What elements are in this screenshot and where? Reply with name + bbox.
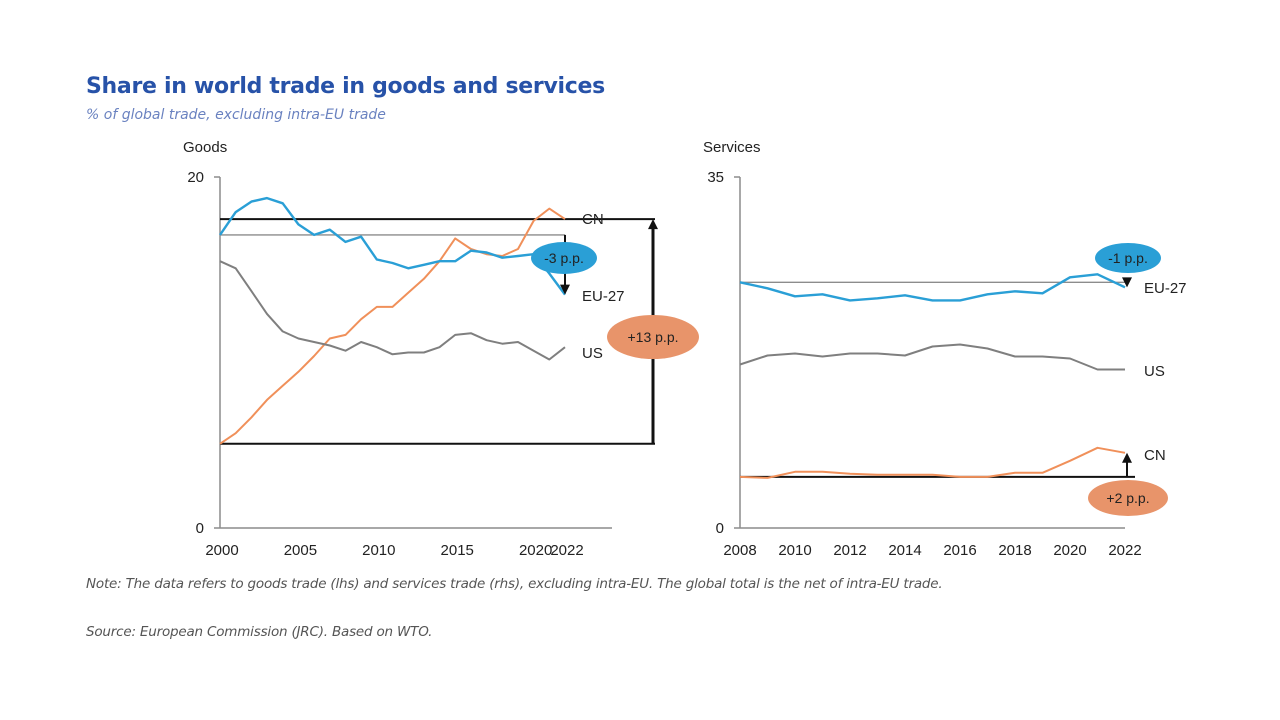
services-panel-title: Services	[703, 139, 761, 156]
goods-x-tick-label: 2000	[205, 542, 238, 559]
chart-title: Share in world trade in goods and servic…	[86, 74, 605, 99]
goods-x-tick-label: 2010	[362, 542, 395, 559]
goods-series-label-us: US	[582, 345, 603, 362]
goods-series-eu-27-line	[219, 196, 566, 296]
services-x-tick-label: 2012	[833, 542, 866, 559]
footnote: Note: The data refers to goods trade (lh…	[86, 576, 943, 592]
services-annotation-label: -1 p.p.	[1108, 250, 1148, 266]
services-series-label-eu-27: EU-27	[1144, 280, 1187, 297]
goods-annotation-arrow-head	[648, 219, 658, 230]
services-series-label-cn: CN	[1144, 447, 1166, 464]
goods-series-us-line	[219, 260, 566, 361]
services-x-tick-label: 2018	[998, 542, 1031, 559]
services-annotation-label: +2 p.p.	[1106, 490, 1149, 506]
services-series-us-line	[739, 343, 1125, 371]
services-x-tick-label: 2020	[1053, 542, 1086, 559]
chart-subtitle: % of global trade, excluding intra-EU tr…	[86, 107, 386, 123]
source-note: Source: European Commission (JRC). Based…	[86, 624, 433, 640]
goods-y-tick-label: 0	[196, 520, 204, 537]
goods-annotation-label: -3 p.p.	[544, 250, 584, 266]
services-x-tick-label: 2022	[1108, 542, 1141, 559]
services-y-tick-label: 35	[707, 169, 724, 186]
services-series-eu-27-line	[739, 273, 1126, 302]
goods-series-label-cn: CN	[582, 211, 604, 228]
services-x-tick-label: 2008	[723, 542, 756, 559]
goods-annotation-badge	[531, 242, 597, 274]
services-annotation-badge	[1088, 480, 1168, 516]
goods-panel-title: Goods	[183, 139, 227, 156]
goods-series-cn-line	[219, 207, 566, 445]
goods-x-tick-label: 2015	[441, 542, 474, 559]
goods-series-label-eu-27: EU-27	[582, 288, 625, 305]
services-y-tick-label: 0	[716, 520, 724, 537]
goods-x-tick-label: 2005	[284, 542, 317, 559]
services-x-tick-label: 2014	[888, 542, 921, 559]
services-x-tick-label: 2016	[943, 542, 976, 559]
goods-annotation-badge	[607, 315, 699, 359]
services-series-cn-line	[739, 446, 1126, 479]
services-annotation-arrow-head	[1122, 277, 1132, 288]
goods-annotation-arrow-head	[560, 284, 570, 295]
goods-y-tick-label: 20	[187, 169, 204, 186]
goods-x-tick-label: 2020	[519, 542, 552, 559]
goods-x-tick-label: 2022	[550, 542, 583, 559]
services-series-label-us: US	[1144, 363, 1165, 380]
goods-annotation-label: +13 p.p.	[628, 329, 679, 345]
services-annotation-arrow-head	[1122, 452, 1132, 463]
services-x-tick-label: 2010	[778, 542, 811, 559]
services-annotation-badge	[1095, 243, 1161, 273]
